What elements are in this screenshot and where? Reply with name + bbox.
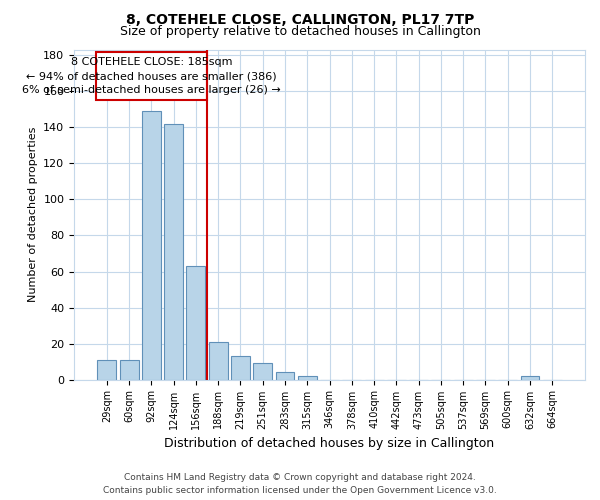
Bar — [298, 376, 317, 380]
Bar — [164, 124, 183, 380]
Bar — [119, 360, 139, 380]
Text: 8, COTEHELE CLOSE, CALLINGTON, PL17 7TP: 8, COTEHELE CLOSE, CALLINGTON, PL17 7TP — [126, 12, 474, 26]
Bar — [231, 356, 250, 380]
Text: ← 94% of detached houses are smaller (386): ← 94% of detached houses are smaller (38… — [26, 71, 277, 81]
Bar — [97, 360, 116, 380]
Text: Contains HM Land Registry data © Crown copyright and database right 2024.
Contai: Contains HM Land Registry data © Crown c… — [103, 474, 497, 495]
X-axis label: Distribution of detached houses by size in Callington: Distribution of detached houses by size … — [164, 437, 494, 450]
Y-axis label: Number of detached properties: Number of detached properties — [28, 127, 38, 302]
Bar — [521, 376, 539, 380]
Text: 8 COTEHELE CLOSE: 185sqm: 8 COTEHELE CLOSE: 185sqm — [71, 58, 232, 68]
Bar — [275, 372, 295, 380]
Bar — [253, 364, 272, 380]
FancyBboxPatch shape — [95, 52, 207, 100]
Bar — [187, 266, 205, 380]
Bar — [209, 342, 227, 380]
Bar — [142, 111, 161, 380]
Text: 6% of semi-detached houses are larger (26) →: 6% of semi-detached houses are larger (2… — [22, 84, 281, 94]
Text: Size of property relative to detached houses in Callington: Size of property relative to detached ho… — [119, 25, 481, 38]
